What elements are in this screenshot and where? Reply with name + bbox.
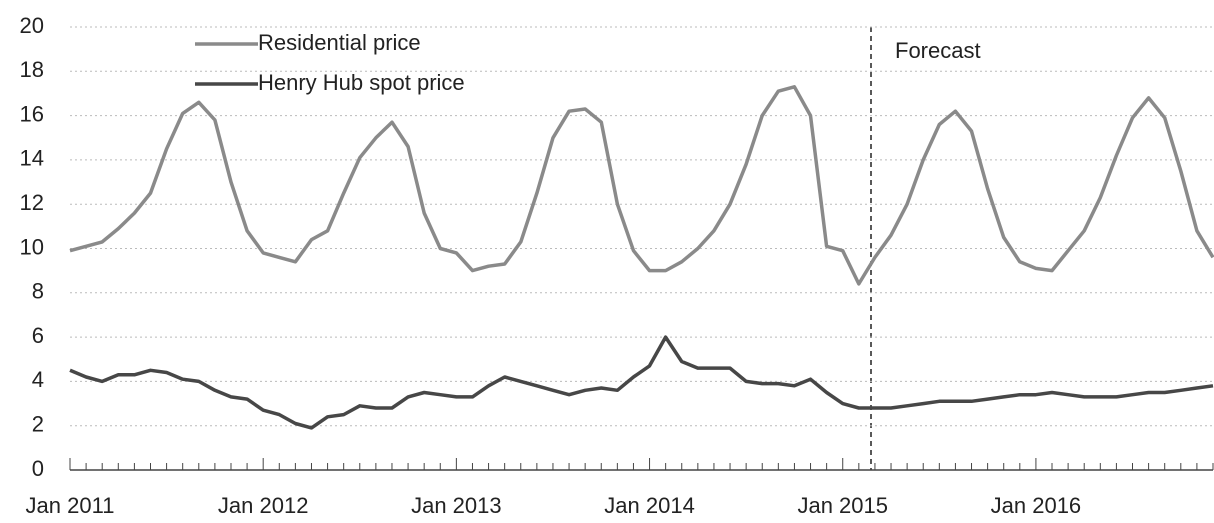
x-tick-label: Jan 2011 (26, 493, 115, 518)
legend-label: Henry Hub spot price (258, 70, 465, 95)
y-tick-label: 14 (20, 146, 44, 171)
y-tick-label: 8 (32, 279, 44, 304)
y-tick-label: 6 (32, 323, 44, 348)
x-tick-label: Jan 2012 (218, 493, 309, 518)
y-tick-label: 0 (32, 456, 44, 481)
legend-label: Residential price (258, 30, 421, 55)
y-tick-label: 2 (32, 412, 44, 437)
x-tick-label: Jan 2015 (797, 493, 888, 518)
y-tick-label: 16 (20, 101, 44, 126)
y-tick-label: 12 (20, 190, 44, 215)
y-tick-label: 10 (20, 234, 44, 259)
annotation: Forecast (895, 38, 981, 63)
line (69, 85, 1214, 286)
y-tick-label: 4 (32, 367, 44, 392)
x-tick-label: Jan 2014 (604, 493, 695, 518)
x-tick-label: Jan 2013 (411, 493, 502, 518)
x-tick-label: Jan 2016 (991, 493, 1082, 518)
y-tick-label: 20 (20, 13, 44, 38)
line (69, 335, 1214, 430)
y-tick-label: 18 (20, 57, 44, 82)
